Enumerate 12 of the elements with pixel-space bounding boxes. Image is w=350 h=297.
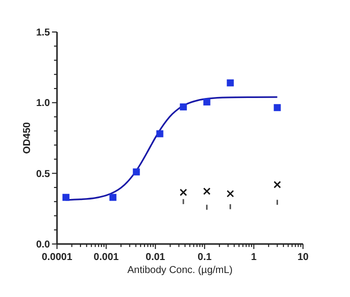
x-tick-label: 1 [251, 252, 258, 263]
y-axis-title: OD450 [22, 122, 33, 154]
x-tick-label: 0.001 [94, 252, 120, 263]
y-tick-label: 1.0 [36, 98, 50, 110]
x-tick-label: 0.01 [146, 252, 166, 263]
x-tick-label: 0.0001 [42, 252, 73, 263]
y-tick-label: 0.0 [36, 240, 50, 250]
y-tick-label: 0.5 [36, 168, 50, 180]
x-axis-title: Antibody Conc. (µg/mL) [127, 265, 233, 276]
y-tick-label: 1.5 [36, 28, 50, 38]
x-tick-label: 10 [297, 252, 309, 263]
x-tick-label: 0.1 [198, 252, 212, 263]
